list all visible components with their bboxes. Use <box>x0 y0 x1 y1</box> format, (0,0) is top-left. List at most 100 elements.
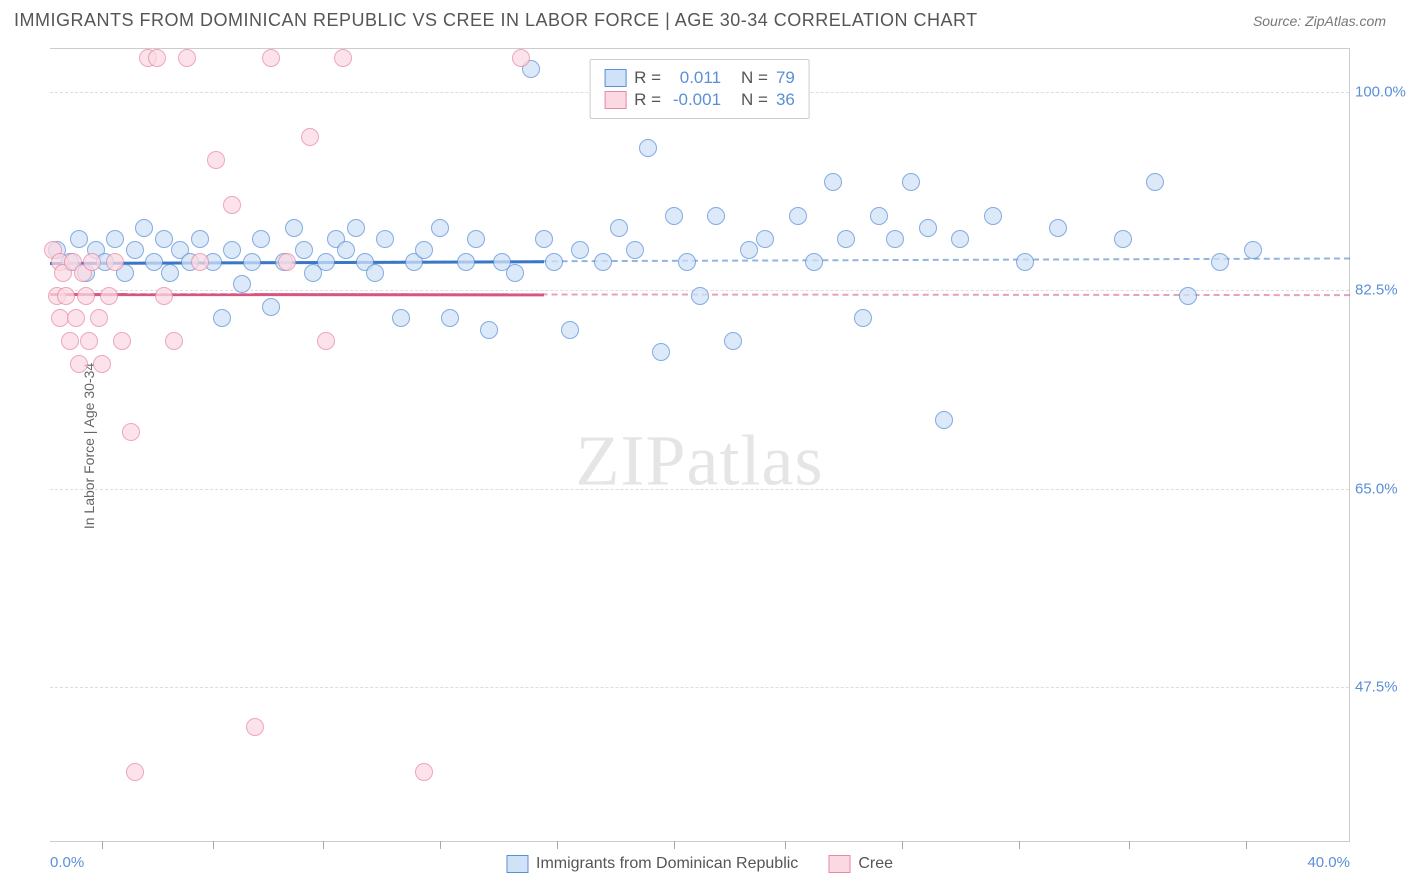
y-tick-label: 100.0% <box>1355 83 1406 100</box>
data-point-dominican <box>1016 253 1034 271</box>
data-point-dominican <box>161 264 179 282</box>
data-point-dominican <box>506 264 524 282</box>
data-point-dominican <box>295 241 313 259</box>
data-point-dominican <box>870 207 888 225</box>
data-point-cree <box>317 332 335 350</box>
r-label: R = <box>634 90 661 110</box>
data-point-cree <box>93 355 111 373</box>
data-point-cree <box>207 151 225 169</box>
data-point-dominican <box>639 139 657 157</box>
data-point-dominican <box>223 241 241 259</box>
data-point-cree <box>278 253 296 271</box>
data-point-dominican <box>984 207 1002 225</box>
data-point-dominican <box>70 230 88 248</box>
data-point-dominican <box>337 241 355 259</box>
x-tick-mark <box>1019 841 1020 849</box>
data-point-cree <box>67 309 85 327</box>
r-value: -0.001 <box>669 90 721 110</box>
data-point-cree <box>148 49 166 67</box>
data-point-cree <box>90 309 108 327</box>
x-tick-mark <box>440 841 441 849</box>
data-point-dominican <box>610 219 628 237</box>
data-point-dominican <box>1049 219 1067 237</box>
data-point-dominican <box>805 253 823 271</box>
data-point-dominican <box>886 230 904 248</box>
data-point-cree <box>126 763 144 781</box>
data-point-dominican <box>626 241 644 259</box>
data-point-cree <box>301 128 319 146</box>
data-point-dominican <box>561 321 579 339</box>
correlation-legend: R = 0.011 N = 79R = -0.001 N = 36 <box>589 59 810 119</box>
data-point-dominican <box>213 309 231 327</box>
data-point-dominican <box>467 230 485 248</box>
data-point-dominican <box>691 287 709 305</box>
series-label: Cree <box>858 855 893 873</box>
x-tick-mark <box>213 841 214 849</box>
data-point-cree <box>223 196 241 214</box>
data-point-dominican <box>145 253 163 271</box>
data-point-dominican <box>665 207 683 225</box>
series-legend-item: Cree <box>828 855 893 873</box>
n-label: N = <box>741 90 768 110</box>
y-tick-label: 82.5% <box>1355 282 1406 299</box>
legend-swatch <box>828 855 850 873</box>
data-point-dominican <box>191 230 209 248</box>
data-point-dominican <box>824 173 842 191</box>
data-point-dominican <box>480 321 498 339</box>
data-point-cree <box>191 253 209 271</box>
data-point-dominican <box>457 253 475 271</box>
n-value: 79 <box>776 68 795 88</box>
data-point-cree <box>61 332 79 350</box>
data-point-dominican <box>155 230 173 248</box>
data-point-dominican <box>1146 173 1164 191</box>
x-tick-mark <box>674 841 675 849</box>
data-point-dominican <box>724 332 742 350</box>
data-point-dominican <box>740 241 758 259</box>
n-value: 36 <box>776 90 795 110</box>
legend-swatch <box>604 69 626 87</box>
data-point-dominican <box>243 253 261 271</box>
grid-line <box>50 687 1349 688</box>
legend-swatch <box>506 855 528 873</box>
data-point-dominican <box>1244 241 1262 259</box>
data-point-cree <box>100 287 118 305</box>
data-point-dominican <box>233 275 251 293</box>
data-point-dominican <box>837 230 855 248</box>
series-legend: Immigrants from Dominican Republic Cree <box>506 855 893 873</box>
data-point-dominican <box>126 241 144 259</box>
data-point-dominican <box>571 241 589 259</box>
data-point-dominican <box>902 173 920 191</box>
y-tick-label: 47.5% <box>1355 679 1406 696</box>
n-label: N = <box>741 68 768 88</box>
series-legend-item: Immigrants from Dominican Republic <box>506 855 798 873</box>
data-point-dominican <box>678 253 696 271</box>
data-point-dominican <box>854 309 872 327</box>
data-point-dominican <box>285 219 303 237</box>
data-point-dominican <box>707 207 725 225</box>
data-point-dominican <box>366 264 384 282</box>
data-point-dominican <box>1114 230 1132 248</box>
data-point-dominican <box>441 309 459 327</box>
data-point-dominican <box>376 230 394 248</box>
r-value: 0.011 <box>669 68 721 88</box>
x-tick-mark <box>557 841 558 849</box>
data-point-dominican <box>652 343 670 361</box>
data-point-cree <box>155 287 173 305</box>
data-point-dominican <box>1211 253 1229 271</box>
data-point-cree <box>512 49 530 67</box>
data-point-dominican <box>347 219 365 237</box>
data-point-dominican <box>317 253 335 271</box>
data-point-cree <box>70 355 88 373</box>
data-point-cree <box>178 49 196 67</box>
data-point-cree <box>415 763 433 781</box>
data-point-dominican <box>415 241 433 259</box>
data-point-dominican <box>535 230 553 248</box>
data-point-cree <box>262 49 280 67</box>
legend-row: R = -0.001 N = 36 <box>604 90 795 110</box>
data-point-dominican <box>252 230 270 248</box>
data-point-cree <box>246 718 264 736</box>
data-point-dominican <box>262 298 280 316</box>
grid-line <box>50 489 1349 490</box>
data-point-dominican <box>545 253 563 271</box>
chart-title: IMMIGRANTS FROM DOMINICAN REPUBLIC VS CR… <box>14 10 978 31</box>
